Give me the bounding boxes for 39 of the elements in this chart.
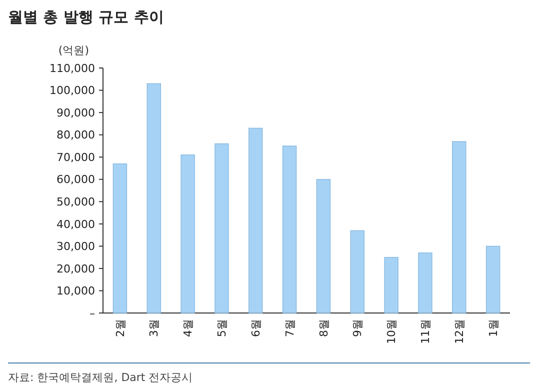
x-tick-label: 10월 — [385, 319, 398, 344]
x-tick-label: 12월 — [452, 319, 466, 344]
x-tick-label: 9월 — [351, 319, 364, 337]
bar — [418, 252, 432, 314]
x-tick-label: 7월 — [283, 319, 296, 337]
bar — [316, 179, 331, 314]
x-tick-label: 2월 — [114, 319, 127, 337]
y-tick-label: 110,000 — [50, 62, 95, 75]
y-tick-label: 70,000 — [56, 150, 95, 164]
x-tick-label: 5월 — [216, 319, 229, 337]
text: 자료: 한국예탁결제원, Dart 전자공시 — [8, 371, 193, 384]
y-tick-label: 40,000 — [56, 218, 95, 231]
y-tick-label: 20,000 — [56, 262, 95, 276]
bar — [146, 83, 161, 314]
bar — [350, 230, 364, 314]
bar — [214, 143, 229, 314]
y-tick-label: 90,000 — [56, 106, 95, 120]
x-tick-label: 3월 — [148, 319, 161, 337]
bar — [248, 128, 263, 314]
bar — [452, 141, 466, 314]
y-tick-label: 100,000 — [50, 84, 95, 98]
x-tick-label: 8월 — [317, 319, 330, 337]
bar — [486, 246, 500, 314]
y-tick-label: 50,000 — [56, 195, 95, 208]
bar — [384, 257, 398, 314]
x-tick-label: 11월 — [419, 319, 432, 344]
x-tick-label: 4월 — [182, 319, 195, 337]
x-tick-label: 1월 — [486, 319, 500, 337]
y-tick-label: 80,000 — [56, 128, 95, 142]
bar — [112, 163, 128, 314]
bar — [180, 154, 195, 314]
y-tick-label: 30,000 — [56, 240, 95, 254]
chart-title: 월별 총 발행 규모 추이 — [8, 8, 164, 26]
y-axis-title: (억원) — [58, 44, 89, 57]
y-tick-label: 60,000 — [56, 173, 95, 186]
y-tick-label: – — [90, 306, 95, 320]
x-tick-label: 6월 — [249, 319, 262, 337]
bar — [282, 146, 297, 314]
y-tick-label: 10,000 — [56, 284, 95, 298]
